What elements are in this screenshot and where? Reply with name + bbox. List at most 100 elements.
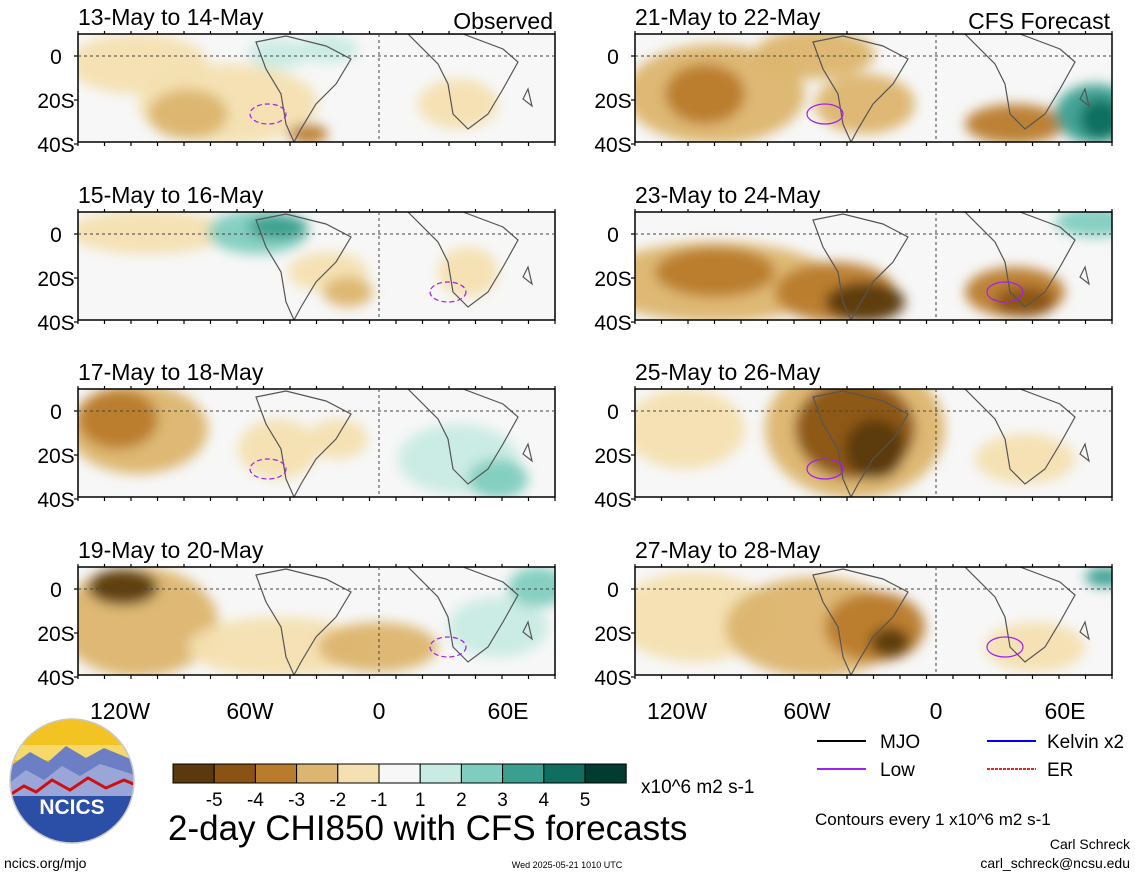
panel-date-title: 17-May to 18-May: [78, 359, 264, 385]
lon-label-120w: 120W: [647, 698, 707, 724]
colorbar-swatch: [213, 763, 256, 784]
colorbar-swatch: [419, 763, 462, 784]
author-email: carl_schreck@ncsu.edu: [980, 855, 1130, 871]
lat-label: 0: [607, 579, 619, 602]
low-contour: [429, 636, 467, 658]
colorbar-swatch: [337, 763, 380, 784]
colorbar-swatch: [378, 763, 421, 784]
colorbar-swatch: [502, 763, 545, 784]
lon-label-60e: 60E: [1045, 698, 1086, 724]
colorbar-units: x10^6 m2 s-1: [641, 777, 754, 798]
colorbar-swatch: [460, 763, 504, 784]
lat-label: 40S: [37, 312, 74, 335]
contour-legend: MJO Kelvin x2 Low ER Contours every 1 x1…: [815, 732, 1124, 829]
legend-label-low: Low: [880, 760, 915, 781]
colorbar-tick-label: -4: [247, 790, 264, 811]
map-panels: 0 20S 40S 13-May to 14-May 0 20S 40S 15-May to …: [37, 4, 1113, 690]
map-panel: 0 20S 40S 25-May to 26-May: [594, 359, 1113, 512]
low-contour: [806, 103, 844, 125]
map-panel: 0 20S 40S 27-May to 28-May: [594, 537, 1113, 690]
legend-label-mjo: MJO: [880, 732, 920, 753]
coastlines: [812, 389, 1090, 497]
figure-title: 2-day CHI850 with CFS forecasts: [168, 809, 687, 848]
lon-label-0: 0: [930, 698, 943, 724]
colorbar-tick-label: -5: [206, 790, 223, 811]
observed-label: Observed: [453, 8, 553, 34]
ncics-logo: NCICS: [9, 718, 135, 844]
lat-label: 40S: [594, 489, 631, 512]
lon-label-60w: 60W: [783, 698, 831, 724]
map-panel: 0 20S 40S 15-May to 16-May: [37, 182, 556, 335]
author-name: Carl Schreck: [1050, 836, 1131, 852]
chi-shading: [635, 389, 1075, 497]
chi-shading: [78, 389, 528, 497]
low-contour: [986, 636, 1024, 658]
low-contour: [806, 458, 844, 480]
low-contour: [986, 281, 1024, 303]
panel-date-title: 21-May to 22-May: [635, 4, 821, 30]
colorbar-tick-label: -3: [288, 790, 305, 811]
contour-interval-note: Contours every 1 x10^6 m2 s-1: [815, 810, 1051, 829]
colorbar-swatch: [172, 763, 215, 784]
lat-label: 20S: [37, 268, 74, 291]
lat-label: 40S: [594, 134, 631, 157]
lat-label: 0: [607, 46, 619, 69]
lat-label: 0: [50, 579, 62, 602]
lat-label: 0: [50, 224, 62, 247]
panel-date-title: 19-May to 20-May: [78, 537, 264, 563]
colorbar-tick-label: 5: [580, 790, 591, 811]
lat-label: 20S: [37, 623, 74, 646]
chi-shading: [635, 567, 1112, 675]
colorbar-tick-label: 4: [539, 790, 550, 811]
map-panel: 0 20S 40S 21-May to 22-May: [594, 4, 1113, 157]
map-panel: 0 20S 40S 19-May to 20-May: [37, 537, 556, 690]
low-contour: [249, 458, 287, 480]
panel-date-title: 23-May to 24-May: [635, 182, 821, 208]
colorbar-swatch: [254, 763, 298, 784]
colorbar-tick-label: 2: [456, 790, 467, 811]
colorbar-swatch: [543, 763, 586, 784]
coastlines: [812, 34, 1090, 142]
low-contour: [429, 281, 467, 303]
colorbar-swatch: [296, 763, 339, 784]
lat-label: 20S: [37, 90, 74, 113]
colorbar: -5 -4 -3 -2 -1 1 2 3 4 5: [172, 763, 627, 811]
coastlines: [255, 212, 533, 320]
lat-label: 0: [50, 46, 62, 69]
footer-timestamp: Wed 2025-05-21 1010 UTC: [512, 860, 623, 870]
chi-shading: [78, 567, 555, 675]
map-panel: 0 20S 40S 13-May to 14-May: [37, 4, 556, 157]
lon-label-60e: 60E: [488, 698, 529, 724]
coastlines: [255, 389, 533, 497]
lon-label-60w: 60W: [226, 698, 274, 724]
lat-label: 40S: [37, 134, 74, 157]
coastlines: [812, 212, 1090, 320]
panel-date-title: 27-May to 28-May: [635, 537, 821, 563]
lon-axis-left: 120W 60W 0 60E: [90, 698, 529, 724]
chi-shading: [635, 212, 1112, 320]
lon-axis-right: 120W 60W 0 60E: [647, 698, 1086, 724]
coastlines: [812, 567, 1090, 675]
lat-label: 0: [607, 224, 619, 247]
colorbar-tick-label: 1: [415, 790, 426, 811]
lat-label: 20S: [37, 445, 74, 468]
map-panel: 0 20S 40S 23-May to 24-May: [594, 182, 1113, 335]
lat-label: 0: [50, 401, 62, 424]
chi-shading: [635, 34, 1112, 142]
lat-label: 40S: [37, 667, 74, 690]
lat-label: 20S: [594, 623, 631, 646]
lon-label-120w: 120W: [90, 698, 150, 724]
low-contour: [249, 103, 287, 125]
lat-label: 0: [607, 401, 619, 424]
map-panel: 0 20S 40S 17-May to 18-May: [37, 359, 556, 512]
footer-url: ncics.org/mjo: [4, 855, 87, 871]
panel-date-title: 13-May to 14-May: [78, 4, 264, 30]
lat-label: 20S: [594, 445, 631, 468]
legend-label-kelvin: Kelvin x2: [1047, 732, 1124, 753]
panel-date-title: 15-May to 16-May: [78, 182, 264, 208]
lat-label: 40S: [594, 667, 631, 690]
coastlines: [255, 34, 533, 142]
svg-text:NCICS: NCICS: [39, 796, 104, 819]
colorbar-tick-label: -2: [329, 790, 346, 811]
